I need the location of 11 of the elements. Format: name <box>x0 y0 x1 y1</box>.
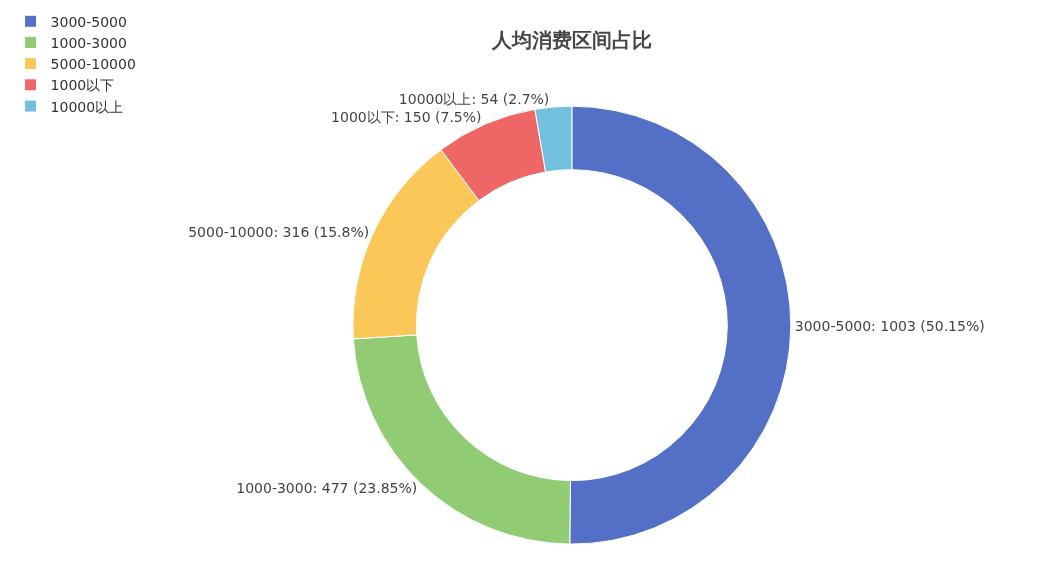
legend-label: 1000-3000 <box>50 34 127 51</box>
data-label: 10000以上: 54 (2.7%) <box>398 91 550 108</box>
legend-label: 5000-10000 <box>50 56 136 73</box>
legend-label: 1000以下 <box>50 77 115 94</box>
legend-label: 10000以上 <box>50 98 124 115</box>
legend-label: 3000-5000 <box>50 13 127 30</box>
data-label: 5000-10000: 316 (15.8%) <box>188 223 370 240</box>
data-label: 3000-5000: 1003 (50.15%) <box>794 318 985 335</box>
data-label: 1000-3000: 477 (23.85%) <box>236 480 418 497</box>
data-label: 1000以下: 150 (7.5%) <box>331 109 482 126</box>
text: 人均消费区间占比 <box>490 27 652 52</box>
